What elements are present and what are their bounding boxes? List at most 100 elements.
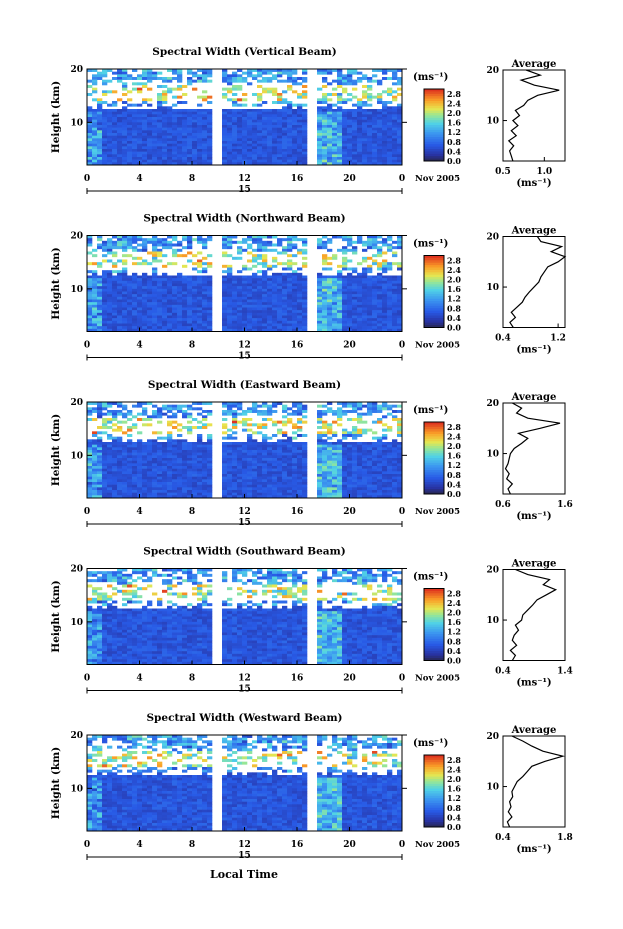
heatmap-cell [227,87,233,91]
heatmap-cell [322,280,328,284]
heatmap-cell [87,452,93,456]
heatmap-cell [287,286,293,290]
heatmap-cell [112,328,118,332]
heatmap-cell [92,434,98,437]
heatmap-cell [387,412,393,416]
heatmap-cell [372,154,378,158]
heatmap-cell [177,146,183,150]
heatmap-cell [342,299,348,303]
heatmap-cell [247,114,253,118]
heatmap-cell [122,238,128,242]
heatmap-cell [322,77,328,80]
heatmap-cell [317,275,323,279]
heatmap-cell [87,460,93,464]
heatmap-cell [257,125,263,128]
heatmap-cell [187,251,193,255]
heatmap-cell [222,117,228,120]
heatmap-cell [112,447,118,451]
heatmap-cell [142,138,148,142]
heatmap-cell [382,283,388,287]
heatmap-cell [87,135,93,139]
heatmap-cell [322,111,328,115]
heatmap-cell [242,154,248,158]
heatmap-cell [257,74,263,78]
heatmap-cell [252,264,258,268]
heatmap-cell [122,466,128,469]
heatmap-cell [172,114,178,118]
heatmap-cell [122,127,128,131]
heatmap-cell [392,460,398,464]
heatmap-cell [382,476,388,480]
heatmap-cell [172,302,178,306]
heatmap-cell [352,468,358,472]
heatmap-cell [372,135,378,139]
heatmap-cell [272,466,278,469]
heatmap-cell [382,135,388,139]
heatmap-cell [202,117,208,120]
heatmap-cell [287,146,293,150]
heatmap-cell [337,458,343,461]
heatmap-cell [222,318,228,322]
heatmap-cell [92,286,98,290]
heatmap-cell [97,103,103,107]
heatmap-cell [232,278,238,282]
heatmap-cell [257,141,263,144]
heatmap-cell [237,447,243,451]
heatmap-cell [117,283,123,287]
heatmap-cell [377,450,383,453]
heatmap-cell [92,135,98,139]
heatmap-cell [222,135,228,139]
heatmap-cell [267,404,273,408]
heatmap-cell [337,106,343,110]
heatmap-cell [162,117,168,120]
heatmap-cell [172,312,178,316]
heatmap-cell [132,487,138,491]
heatmap-cell [392,125,398,128]
heatmap-cell [117,474,123,477]
heatmap-cell [302,288,308,292]
heatmap-cell [207,235,213,239]
heatmap-cell [357,312,363,316]
heatmap-cell [142,151,148,155]
heatmap-cell [387,267,393,271]
heatmap-cell [277,154,283,158]
heatmap-cell [292,286,298,290]
heatmap-cell [147,455,153,459]
heatmap-cell [332,122,338,126]
heatmap-cell [232,458,238,461]
heatmap-cell [227,117,233,120]
heatmap-cell [282,404,288,408]
heatmap-cell [372,474,378,477]
heatmap-cell [107,238,113,242]
heatmap-cell [182,318,188,322]
heatmap-cell [222,138,228,142]
heatmap-cell [272,434,278,437]
heatmap-cell [112,479,118,483]
heatmap-cell [152,151,158,155]
heatmap-cell [342,267,348,271]
heatmap-cell [327,111,333,115]
heatmap-cell [182,141,188,144]
heatmap-cell [177,283,183,287]
heatmap-cell [192,455,198,459]
heatmap-cell [207,154,213,158]
heatmap-cell [117,402,123,405]
heatmap-cell [347,291,353,295]
heatmap-cell [352,431,358,435]
heatmap-cell [292,482,298,485]
heatmap-cell [232,452,238,456]
heatmap-cell [387,111,393,115]
heatmap-cell [382,286,388,290]
heatmap-cell [207,484,213,488]
heatmap-cell [237,288,243,292]
heatmap-cell [322,69,328,72]
heatmap-cell [272,320,278,324]
heatmap-cell [202,307,208,311]
heatmap-cell [327,307,333,311]
heatmap-cell [347,69,353,72]
heatmap-cell [397,264,403,268]
heatmap-cell [357,447,363,451]
heatmap-cell [227,482,233,485]
heatmap-cell [247,159,253,163]
heatmap-cell [92,320,98,324]
